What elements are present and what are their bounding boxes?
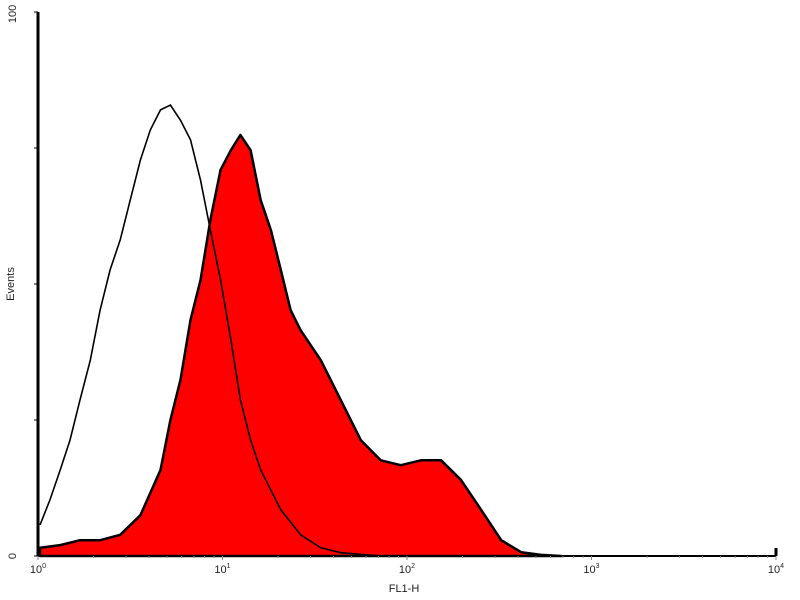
x-tick-base: 10 [30, 564, 42, 576]
axis-ticks [34, 11, 777, 560]
x-tick-exponent: 1 [227, 563, 231, 570]
y-tick-label-100: 100 [7, 5, 19, 23]
x-tick-base: 10 [214, 564, 226, 576]
filled-histogram [38, 133, 563, 558]
x-tick-label: 103 [583, 563, 599, 576]
x-tick-label: 101 [214, 563, 230, 576]
x-tick-exponent: 2 [411, 563, 415, 570]
open-histogram-outline [39, 103, 381, 557]
x-tick-exponent: 0 [42, 563, 46, 570]
x-tick-labels: 100 101 102 103 104 [30, 563, 784, 576]
x-tick-label: 100 [30, 563, 46, 576]
x-axis-label: FL1-H [389, 583, 420, 595]
x-tick-exponent: 3 [596, 563, 600, 570]
series-layer [38, 103, 563, 558]
x-tick-base: 10 [768, 564, 780, 576]
y-axis-label: Events [5, 267, 17, 301]
x-tick-label: 104 [768, 563, 784, 576]
x-tick-label: 102 [399, 563, 415, 576]
y-tick-label-0: 0 [7, 553, 19, 559]
x-tick-base: 10 [399, 564, 411, 576]
x-tick-base: 10 [583, 564, 595, 576]
x-tick-exponent: 4 [780, 563, 784, 570]
